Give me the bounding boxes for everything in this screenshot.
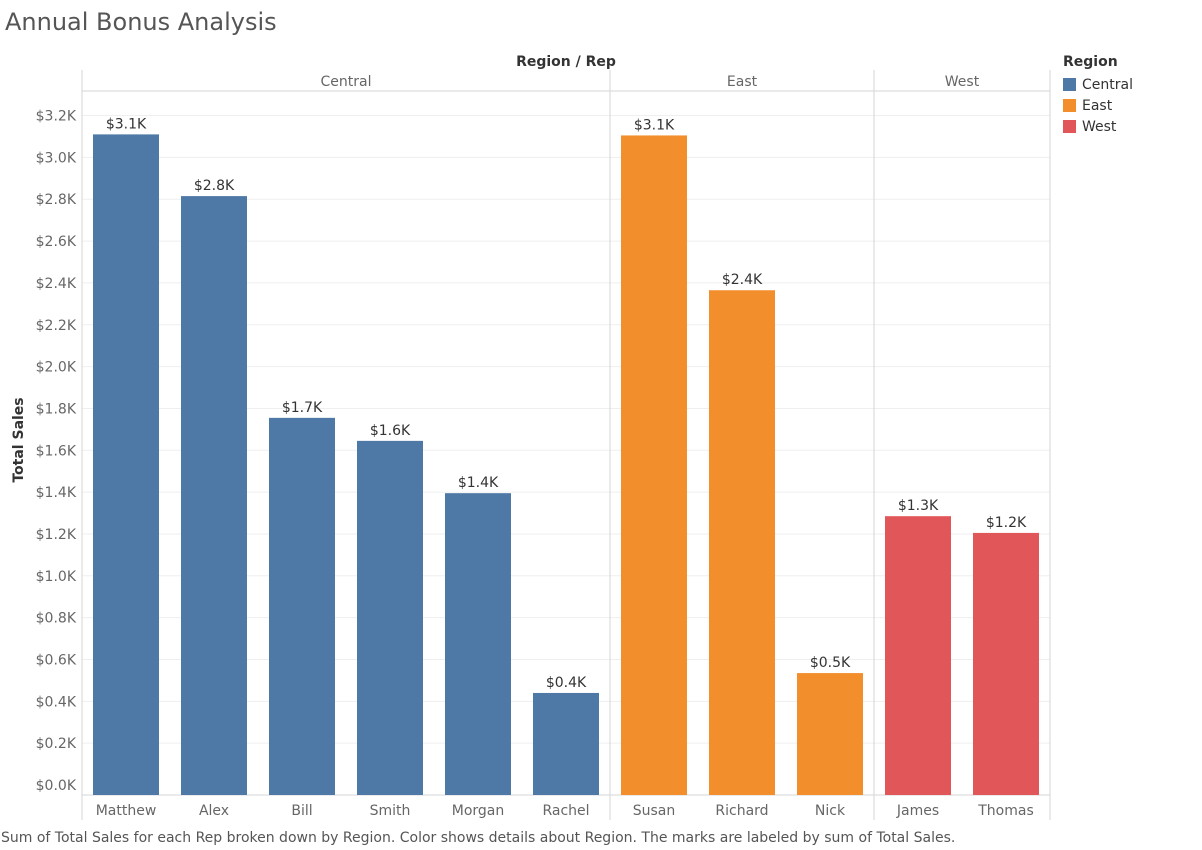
y-tick-label: $2.6K xyxy=(36,234,77,250)
group-header-west: West xyxy=(945,74,980,90)
data-label-smith: $1.6K xyxy=(370,423,411,439)
data-label-morgan: $1.4K xyxy=(458,475,499,491)
y-tick-label: $2.8K xyxy=(36,192,77,208)
x-tick-label-matthew: Matthew xyxy=(96,803,157,819)
legend-label-central: Central xyxy=(1082,76,1133,93)
legend-item-east[interactable]: East xyxy=(1063,95,1133,116)
y-tick-label: $0.8K xyxy=(36,611,77,627)
x-tick-label-nick: Nick xyxy=(815,803,846,819)
legend-swatch-west xyxy=(1063,120,1076,133)
y-tick-label: $0.4K xyxy=(36,694,77,710)
x-tick-label-susan: Susan xyxy=(633,803,676,819)
data-label-matthew: $3.1K xyxy=(106,116,147,132)
legend-item-west[interactable]: West xyxy=(1063,116,1133,137)
bar-morgan xyxy=(445,493,511,795)
bar-alex xyxy=(181,196,247,796)
legend-item-central[interactable]: Central xyxy=(1063,74,1133,95)
y-tick-label: $1.8K xyxy=(36,401,77,417)
bar-rachel xyxy=(533,692,599,795)
x-tick-label-rachel: Rachel xyxy=(542,803,589,819)
legend-swatch-east xyxy=(1063,99,1076,112)
bar-susan xyxy=(621,135,687,795)
y-tick-label: $3.2K xyxy=(36,109,77,125)
bar-matthew xyxy=(93,134,159,795)
x-tick-label-james: James xyxy=(896,803,939,819)
y-tick-label: $1.4K xyxy=(36,485,77,501)
y-tick-label: $0.6K xyxy=(36,652,77,668)
bar-richard xyxy=(709,290,775,795)
data-label-thomas: $1.2K xyxy=(986,515,1027,531)
column-header: Region / Rep xyxy=(516,54,616,70)
y-tick-label: $1.2K xyxy=(36,527,77,543)
x-tick-label-morgan: Morgan xyxy=(452,803,505,819)
legend-swatch-central xyxy=(1063,78,1076,91)
data-label-susan: $3.1K xyxy=(634,117,675,133)
bar-smith xyxy=(357,440,423,795)
y-tick-label: $2.4K xyxy=(36,276,77,292)
x-tick-label-smith: Smith xyxy=(370,803,411,819)
y-tick-label: $1.0K xyxy=(36,569,77,585)
y-axis-title: Total Sales xyxy=(11,397,27,482)
y-tick-label: $2.0K xyxy=(36,360,77,376)
legend-title: Region xyxy=(1063,54,1118,70)
x-tick-label-thomas: Thomas xyxy=(977,803,1034,819)
group-header-east: East xyxy=(727,74,758,90)
x-tick-label-bill: Bill xyxy=(291,803,312,819)
bar-james xyxy=(885,516,951,795)
legend-label-west: West xyxy=(1082,118,1117,135)
bar-thomas xyxy=(973,532,1039,795)
data-label-alex: $2.8K xyxy=(194,178,235,194)
data-label-richard: $2.4K xyxy=(722,272,763,288)
chart-caption: Sum of Total Sales for each Rep broken d… xyxy=(1,830,956,846)
y-tick-label: $0.0K xyxy=(36,778,77,794)
legend: Region Central East West xyxy=(1063,54,1133,137)
bar-nick xyxy=(797,673,863,795)
data-label-rachel: $0.4K xyxy=(546,675,587,691)
y-tick-label: $1.6K xyxy=(36,443,77,459)
legend-label-east: East xyxy=(1082,97,1113,114)
y-tick-label: $0.2K xyxy=(36,736,77,752)
data-label-bill: $1.7K xyxy=(282,400,323,416)
y-tick-label: $2.2K xyxy=(36,318,77,334)
x-tick-label-alex: Alex xyxy=(199,803,229,819)
x-tick-label-richard: Richard xyxy=(715,803,768,819)
chart-title: Annual Bonus Analysis xyxy=(5,8,277,36)
data-label-nick: $0.5K xyxy=(810,655,851,671)
data-label-james: $1.3K xyxy=(898,498,939,514)
y-tick-label: $3.0K xyxy=(36,150,77,166)
group-header-central: Central xyxy=(321,74,372,90)
bar-bill xyxy=(269,417,335,795)
